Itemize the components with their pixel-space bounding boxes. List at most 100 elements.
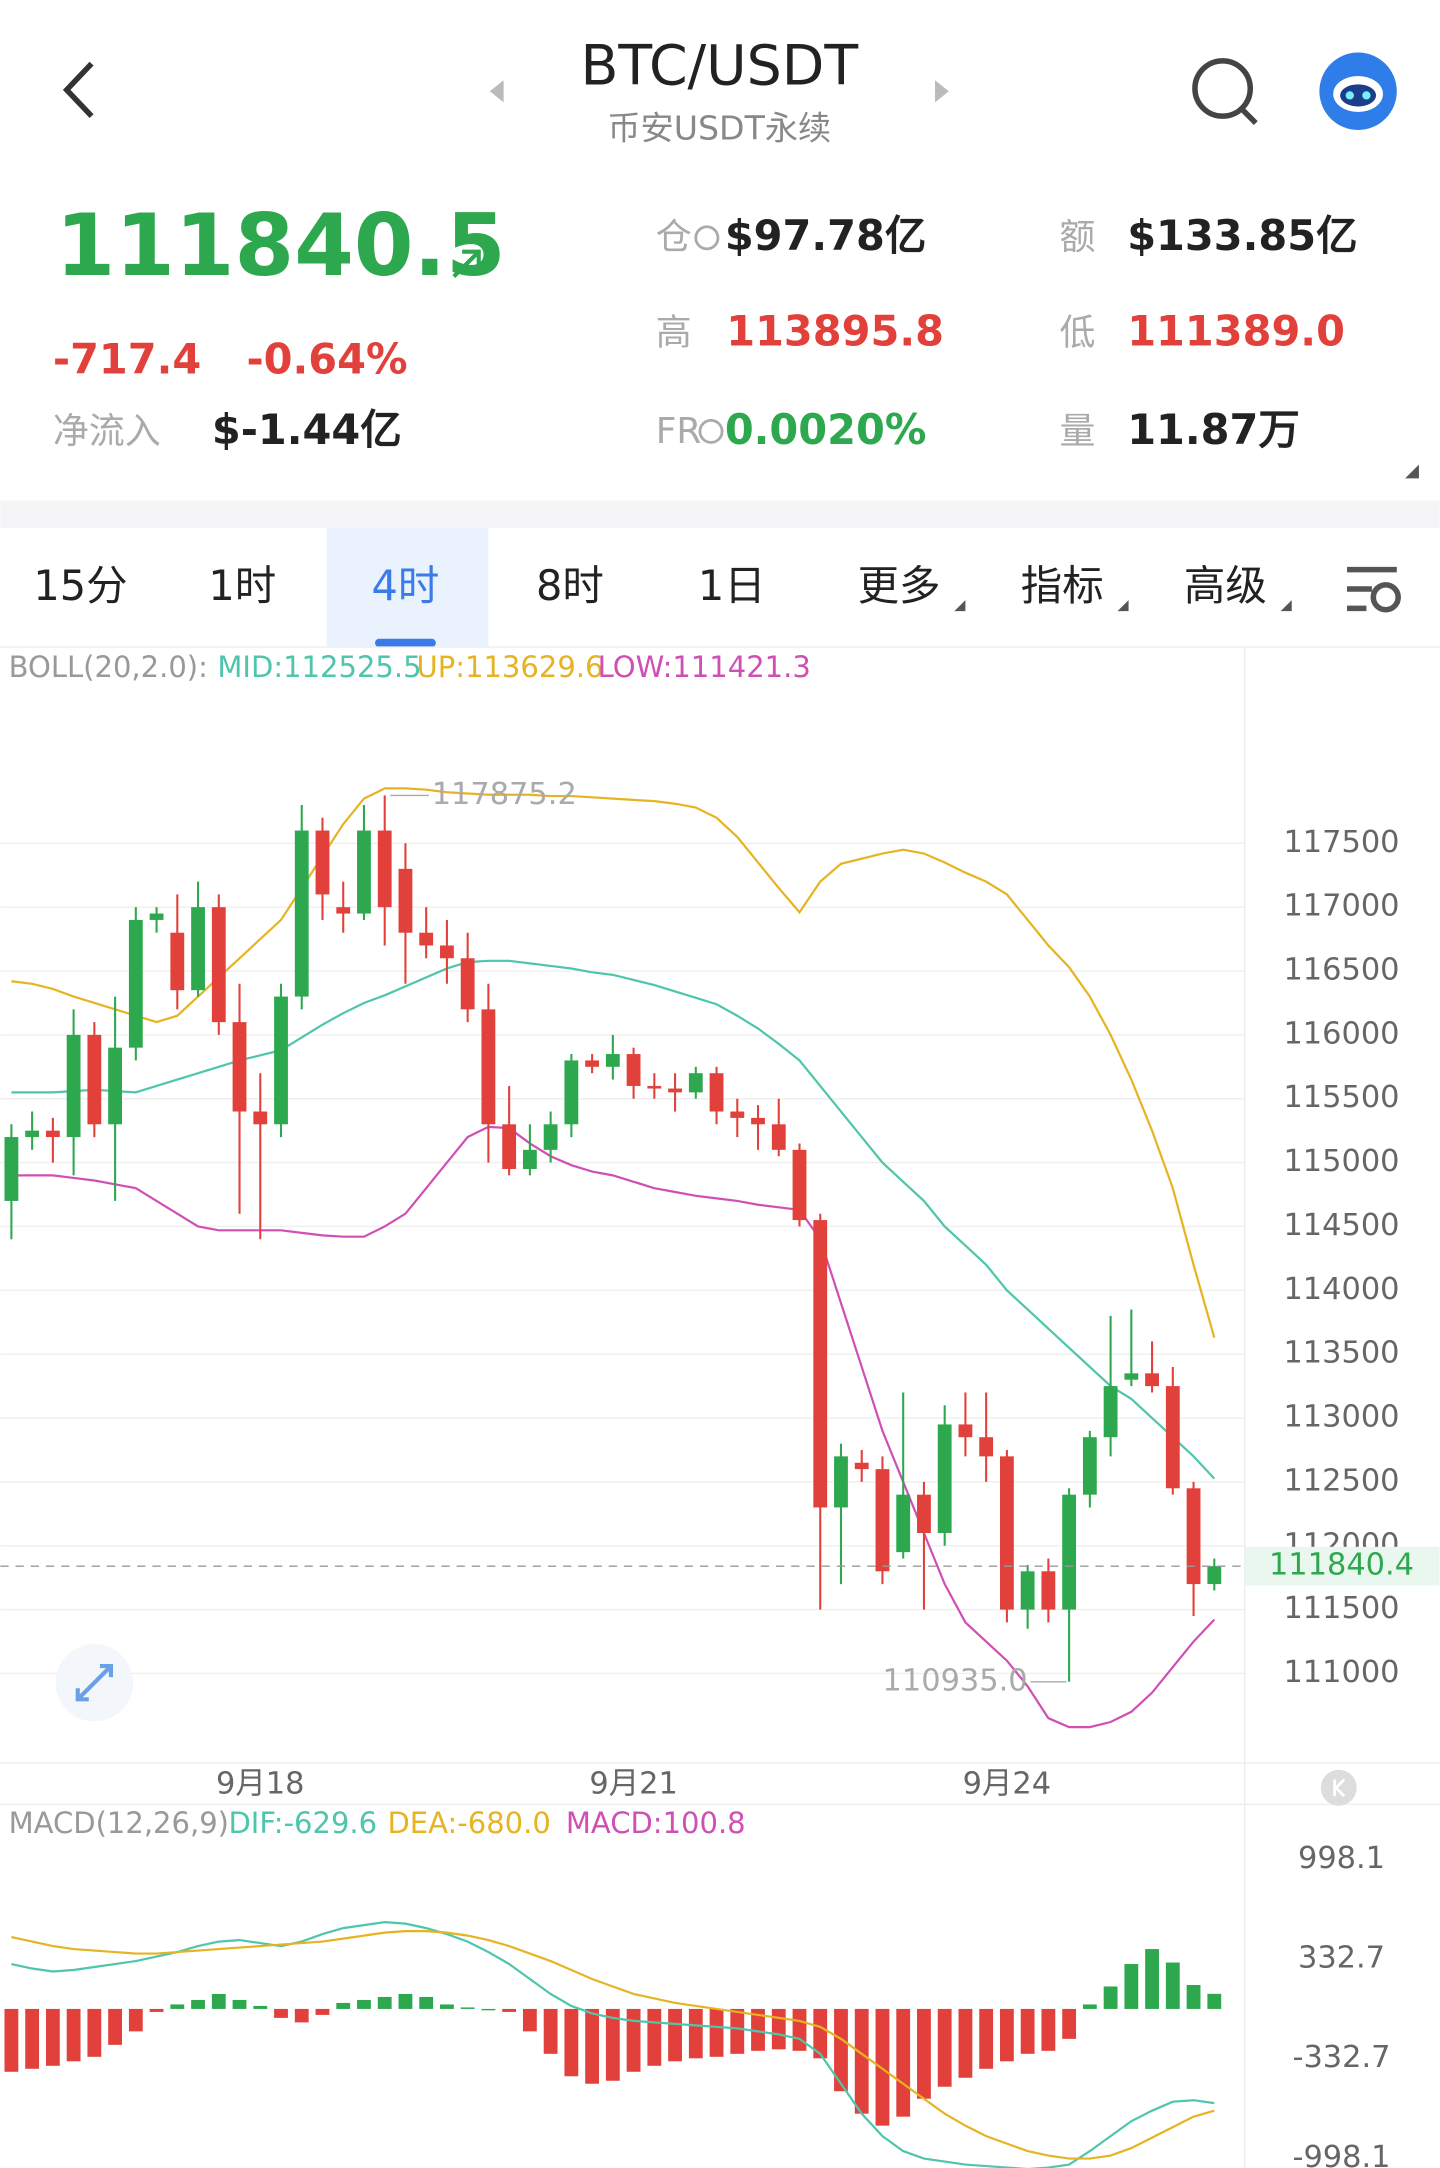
candle-body (647, 1085, 662, 1089)
macd-bar (66, 2008, 81, 2062)
candle-body (543, 1124, 558, 1150)
dropdown-mark (954, 600, 966, 612)
tab[interactable]: 高级 (1184, 562, 1267, 610)
candle-body (87, 1034, 102, 1125)
candle-body (502, 1124, 517, 1169)
candle-body (232, 1022, 247, 1112)
macd-bar (522, 2008, 537, 2032)
candle-body (875, 1469, 890, 1572)
macd-bar (1186, 1984, 1201, 2009)
macd-bar (1041, 2008, 1056, 2051)
macd-bar (792, 2008, 807, 2051)
macd-bar (771, 2008, 786, 2050)
macd-bar (357, 1999, 371, 2009)
candle-body (108, 1047, 123, 1125)
candle-body (1165, 1386, 1180, 1489)
reset-button[interactable] (1320, 1769, 1357, 1806)
fr: 0.0020% (725, 406, 927, 454)
info-icon[interactable] (694, 225, 720, 251)
y-tick-label: 117500 (1283, 825, 1399, 860)
macd-bar (958, 2008, 973, 2078)
candle-body (896, 1494, 911, 1553)
tab[interactable]: 1时 (208, 562, 276, 610)
legend-entry: DIF:-629.6 (228, 1806, 377, 1840)
change-pct: -0.64% (246, 335, 407, 383)
vol-label: 量 (1059, 411, 1095, 452)
candle-body (211, 907, 226, 1023)
y-tick-label: -998.1 (1292, 2140, 1390, 2168)
avatar[interactable] (1319, 52, 1397, 130)
tab[interactable]: 4时 (372, 562, 440, 610)
candle-body (149, 913, 164, 920)
title: BTC/USDT (580, 34, 858, 98)
prev-arrow[interactable] (489, 80, 504, 103)
macd-bar (937, 2008, 952, 2087)
macd-bar (336, 2002, 351, 2009)
macd-line (11, 1921, 1215, 2168)
macd-bar (274, 2008, 288, 2018)
macd-bar (502, 2008, 517, 2012)
candle-body (937, 1424, 952, 1533)
y-tick-label: 998.1 (1298, 1841, 1385, 1876)
tab[interactable]: 1日 (698, 562, 766, 610)
up-arrow (452, 249, 481, 278)
back-button[interactable] (62, 61, 94, 119)
tab[interactable]: 8时 (536, 562, 604, 610)
macd-bar (128, 2008, 143, 2032)
divider (0, 500, 1440, 529)
active-tab-indicator (375, 638, 436, 648)
high-label: 高 (656, 313, 692, 354)
corner-mark (1405, 464, 1419, 479)
y-tick-label: 111500 (1283, 1591, 1399, 1626)
macd-bar (1103, 1986, 1118, 2009)
annotation: 110935.0 (883, 1663, 1028, 1698)
macd-bar (647, 2008, 662, 2066)
candle-body (999, 1456, 1014, 1610)
macd-bar (25, 2008, 40, 2069)
macd-bar (170, 2004, 185, 2009)
y-tick-label: -332.7 (1292, 2040, 1390, 2075)
candle-body (419, 932, 434, 946)
candle-body (834, 1456, 848, 1508)
macd-bar (585, 2008, 600, 2084)
macd-bar (294, 2008, 309, 2023)
boll-line (11, 1125, 1216, 1729)
candle-body (688, 1073, 703, 1093)
settings-icon[interactable] (1347, 566, 1401, 613)
expand-button[interactable] (55, 1643, 134, 1722)
candle-body (522, 1149, 537, 1169)
amount-label: 额 (1059, 217, 1095, 258)
annotation: 117875.2 (432, 777, 577, 812)
candle-body (170, 932, 185, 991)
macd-bar (4, 2008, 19, 2072)
macd-bar (1020, 2008, 1035, 2054)
candle-body (730, 1111, 745, 1118)
amount: $133.85亿 (1127, 212, 1357, 260)
chart: 117500 117000 116500 116000 115500 115000 1145… (0, 650, 1440, 2168)
vol: 11.87万 (1127, 406, 1300, 454)
macd-bar (149, 2008, 164, 2012)
y-tick-label: 113500 (1283, 1336, 1399, 1371)
macd-bar (419, 1996, 434, 2009)
tab[interactable]: 15分 (33, 562, 127, 610)
tab[interactable]: 更多 (858, 562, 941, 610)
info-icon[interactable] (698, 418, 724, 444)
search-button[interactable] (1192, 58, 1258, 126)
macd-bar (1165, 1962, 1180, 2009)
next-arrow[interactable] (935, 80, 949, 103)
tab[interactable]: 指标 (1021, 562, 1104, 610)
candle-body (191, 907, 205, 991)
macd-bar (460, 2007, 475, 2009)
x-tick-label: 9月24 (963, 1767, 1051, 1802)
macd-bar (1124, 1964, 1139, 2009)
y-tick-label: 112500 (1283, 1463, 1399, 1498)
candle-body (440, 945, 454, 959)
y-tick-label: 115000 (1283, 1144, 1399, 1179)
candle-body (1103, 1386, 1118, 1438)
candle-body (1186, 1488, 1201, 1585)
oi: $97.78亿 (725, 212, 927, 260)
candle-body (398, 868, 413, 933)
candle-body (294, 830, 309, 997)
